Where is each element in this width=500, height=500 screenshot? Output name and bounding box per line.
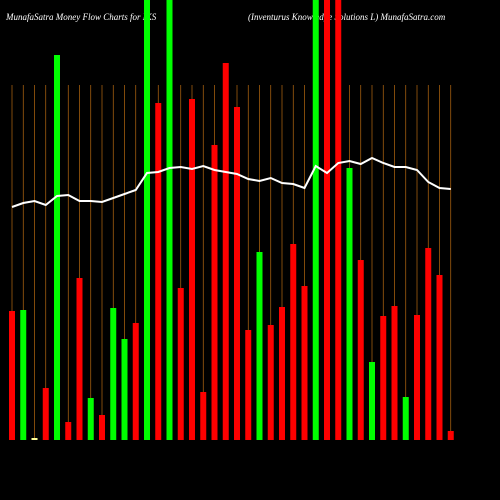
bar <box>447 431 454 440</box>
bar <box>9 311 15 440</box>
bar <box>290 244 297 440</box>
bar <box>110 308 117 440</box>
bar <box>99 415 105 440</box>
bar <box>189 99 195 440</box>
bar <box>279 307 285 440</box>
bar <box>380 316 387 440</box>
bar <box>402 397 409 440</box>
bar <box>20 310 27 440</box>
bar <box>42 388 49 440</box>
bar <box>335 0 342 440</box>
chart-subtitle: (Inventurus Knowledge Solutions L) Munaf… <box>248 12 446 22</box>
bar <box>267 325 274 440</box>
bar <box>200 392 207 440</box>
bar <box>65 422 72 440</box>
bar <box>54 55 60 440</box>
bar <box>211 145 218 440</box>
bar <box>132 323 139 440</box>
bar <box>155 103 162 440</box>
chart-title: MunafaSatra Money Flow Charts for IKS <box>5 12 157 22</box>
bar <box>301 286 308 440</box>
bar <box>357 260 364 440</box>
bar <box>177 288 184 440</box>
money-flow-line <box>11 156 451 208</box>
bar <box>166 0 173 440</box>
bar <box>414 315 420 440</box>
bar <box>87 398 94 440</box>
bar <box>121 339 128 440</box>
bar <box>369 362 375 440</box>
bar <box>324 0 330 440</box>
bar <box>312 0 319 440</box>
bar <box>391 306 398 440</box>
bar <box>256 252 263 440</box>
bar <box>31 438 38 440</box>
bar <box>245 330 252 440</box>
bar <box>436 275 443 440</box>
bar <box>234 107 240 440</box>
bar <box>76 278 83 440</box>
bar <box>222 63 229 440</box>
bar <box>425 248 432 440</box>
bar <box>346 168 353 440</box>
bar <box>144 0 150 440</box>
